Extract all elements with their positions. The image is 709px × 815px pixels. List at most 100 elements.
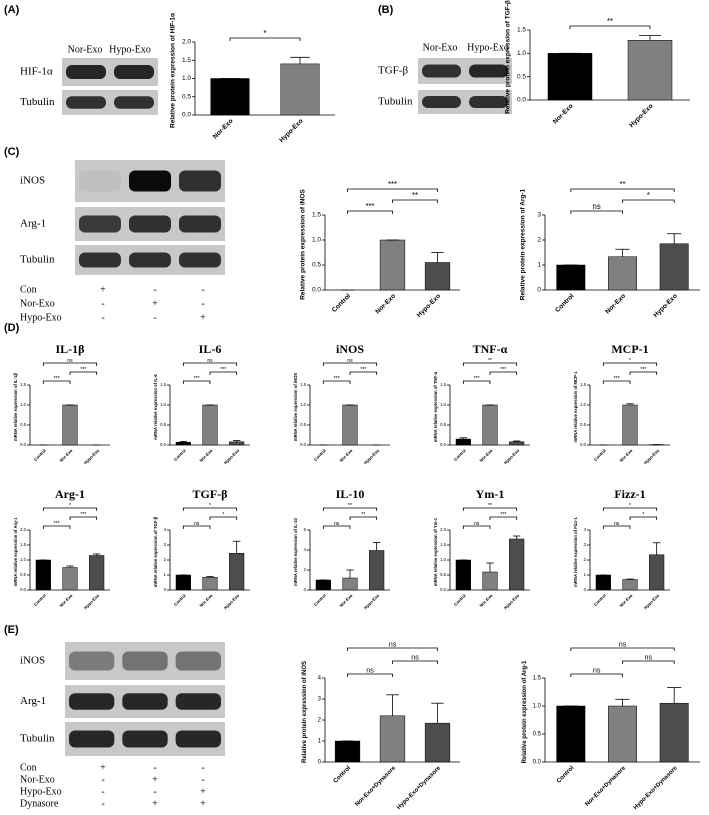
error-bar	[290, 56, 310, 64]
condition-sign: -	[201, 762, 204, 773]
significance-label: ***	[360, 367, 366, 373]
x-tick-label: Hypo-Exo	[643, 448, 661, 466]
blot-row-label: iNOS	[20, 655, 45, 667]
x-tick-label: Control	[593, 448, 607, 462]
significance-bracket	[349, 371, 378, 375]
significance-bracket	[489, 371, 518, 375]
condition-sign: +	[152, 298, 158, 309]
y-tick-label: 0.5	[300, 422, 306, 427]
y-tick-label: 2	[304, 567, 307, 572]
significance-bracket	[349, 516, 378, 520]
significance-bracket	[462, 380, 491, 384]
significance-label: *	[209, 503, 211, 509]
bar	[89, 555, 105, 591]
y-axis-label: Relative protein expression of Arg-1	[520, 188, 527, 300]
condition-sign: -	[101, 312, 104, 323]
significance-label: *	[647, 191, 650, 200]
blot-band	[175, 651, 221, 671]
y-tick-label: 1	[584, 572, 587, 577]
blot-band	[129, 170, 171, 192]
blot-band	[179, 215, 221, 233]
bar	[455, 438, 471, 446]
significance-label: **	[488, 503, 492, 509]
y-axis-label: mRNA relative expression of Fizz-1	[573, 517, 578, 587]
y-tick-label: 0.5	[533, 732, 542, 738]
condition-label: Nor-Exo	[20, 298, 55, 309]
y-axis-label: mRNA relative expression of MCP-1	[573, 371, 578, 443]
condition-sign: -	[153, 312, 156, 323]
significance-label: ***	[54, 521, 60, 527]
x-tick-label: Control	[173, 448, 187, 462]
y-tick-label: 0	[318, 760, 322, 766]
panel-label: (B)	[378, 4, 394, 16]
x-tick-label: Hypo-Exo	[223, 448, 241, 466]
x-tick-label: Hypo-Exo	[503, 448, 521, 466]
blot-band	[122, 693, 168, 710]
y-axis-label: Relative protein expression of TGF-β	[505, 0, 512, 114]
error-bar	[513, 535, 521, 539]
error-bar	[653, 542, 661, 555]
blot-row-label: HIF-1α	[20, 66, 53, 78]
y-tick-label: 1.5	[312, 212, 321, 219]
blot-band	[469, 96, 508, 108]
significance-label: ***	[500, 512, 506, 518]
significance-bracket	[462, 525, 491, 529]
y-tick-label: 1.5	[160, 382, 166, 387]
x-tick-label: Hypo-Exo+Dynasore	[396, 765, 442, 811]
significance-label: ***	[220, 367, 226, 373]
x-tick-label: Control	[333, 765, 353, 785]
y-tick-label: 2.0	[182, 39, 191, 46]
y-tick-label: 0.0	[300, 442, 306, 447]
x-tick-label: Nor-Exo+Dynasore	[354, 765, 397, 808]
x-tick-label: Hypo-Exo	[363, 448, 381, 466]
x-tick-label: Nor-Exo	[338, 593, 353, 608]
significance-bracket	[570, 673, 623, 677]
significance-label: ns	[194, 521, 200, 527]
significance-bracket	[322, 380, 351, 384]
blot-band	[129, 215, 171, 233]
bar	[424, 722, 451, 763]
x-tick-label: Hypo-Exo	[652, 293, 678, 319]
significance-label: ns	[67, 358, 73, 364]
significance-bracket	[602, 525, 631, 529]
y-tick-label: 1.5	[20, 542, 26, 547]
chart: 0 1 2 3 4 Relative protein expression of iNOS…	[302, 639, 460, 811]
x-tick-label: Nor-Exo	[618, 448, 633, 463]
chart: 0.0 0.5 1.0 1.5 Relative protein expression …	[300, 180, 460, 319]
blot-band	[422, 96, 461, 108]
significance-label: ns	[389, 639, 397, 648]
x-tick-label: Hypo-Exo	[83, 593, 101, 611]
bar	[35, 559, 51, 591]
bar	[424, 262, 451, 291]
significance-bracket	[182, 380, 211, 384]
chart-title: TNF-α	[473, 342, 508, 356]
error-bar	[431, 702, 444, 724]
y-tick-label: 2	[318, 718, 322, 724]
error-bar	[513, 440, 521, 442]
y-tick-label: 0.0	[20, 442, 26, 447]
bar	[509, 441, 525, 446]
bar	[342, 404, 358, 446]
significance-label: *	[642, 512, 644, 518]
significance-bracket	[42, 380, 71, 384]
bar	[482, 571, 498, 591]
blot-band	[175, 693, 221, 710]
x-tick-label: Control	[331, 293, 352, 314]
significance-label: **	[619, 180, 625, 189]
y-tick-label: 1.0	[160, 402, 166, 407]
bar	[369, 550, 385, 591]
y-tick-label: 3	[537, 212, 541, 219]
x-tick-label: Nor-Exo	[552, 103, 575, 126]
significance-label: **	[361, 512, 365, 518]
lane-label: Hypo-Exo	[109, 44, 151, 55]
y-tick-label: 1.0	[20, 557, 26, 562]
significance-bracket	[182, 525, 211, 529]
condition-label: Hypo-Exo	[20, 312, 62, 323]
y-axis-label: Relative protein expression of Arg-1	[522, 660, 528, 763]
y-tick-label: 1.0	[312, 237, 321, 244]
condition-sign: +	[200, 786, 206, 797]
significance-label: *	[629, 358, 631, 364]
significance-label: ns	[366, 665, 374, 674]
significance-bracket	[347, 188, 438, 192]
